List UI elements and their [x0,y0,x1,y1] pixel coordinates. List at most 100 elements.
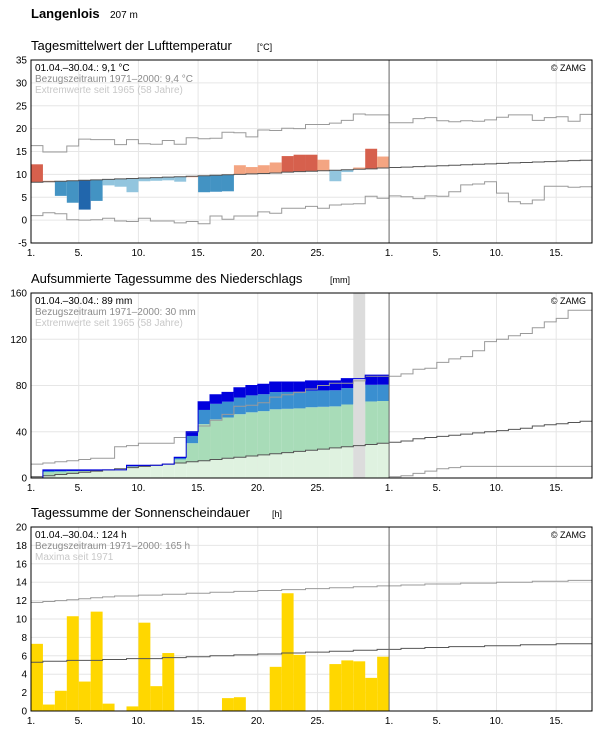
sunshine-bar [353,661,366,711]
y-tick-label: 0 [21,707,27,718]
precip-excess-mid [210,403,222,420]
legend-entry: Maxima seit 1971 [35,552,114,563]
precip-normal-fill [305,450,318,478]
temperature-bar [150,177,163,181]
legend-entry: Bezugszeitraum 1971–2000: 30 mm [35,307,196,318]
precip-excess-top [293,382,306,392]
sunshine-bar [269,666,282,711]
station-name: Langenlois [31,6,100,21]
sunshine-bar [42,704,55,711]
x-tick-label: 10. [490,248,504,259]
precip-fill [102,469,115,478]
precip-normal-fill [233,457,246,478]
y-tick-label: 2 [21,688,27,699]
temperature-bar [293,154,306,172]
temperature-bar [114,178,127,187]
x-tick-label: 15. [191,248,205,259]
precip-excess-top [186,431,199,436]
y-tick-label: 0 [21,474,27,485]
legend-entry: 01.04.–30.04.: 89 mm [35,296,132,307]
x-tick-label: 10. [490,716,504,727]
precip-excess-green [126,466,139,468]
x-tick-label: 5. [75,483,83,494]
x-tick-label: 25. [311,248,325,259]
temperature-unit: [°C] [257,42,272,52]
legend-entry: 01.04.–30.04.: 124 h [35,530,127,541]
temperature-bar [31,164,43,183]
temperature-bar [126,178,139,193]
y-tick-label: 25 [16,101,28,112]
precip-excess-top [245,385,258,396]
sunshine-panel: Tagessumme der Sonnenscheindauer [h] 0 2 4… [16,505,593,727]
temperature-bar [281,156,294,173]
y-tick-label: 80 [16,381,28,392]
precip-excess-mid [305,390,318,408]
temperature-bar [353,167,366,170]
precip-excess-green [377,401,390,444]
temperature-bar [138,178,151,182]
sunshine-bar [90,611,103,711]
y-tick-label: 4 [21,670,27,681]
temperature-title: Tagesmittelwert der Lufttemperatur [31,38,233,53]
precip-excess-mid [281,391,294,409]
x-tick-label: 5. [75,716,83,727]
x-tick-label: 10. [131,248,145,259]
precip-excess-green [317,406,330,450]
temperature-bar [245,167,258,174]
precip-excess-green [42,472,55,476]
y-tick-label: 6 [21,651,27,662]
y-tick-label: 10 [16,170,28,181]
sunshine-bar [377,656,390,711]
x-tick-label: 10. [490,483,504,494]
temperature-min-extreme-line [31,181,592,225]
sunshine-bar [221,698,234,711]
sunshine-bar [365,677,378,711]
precip-excess-top [66,469,79,471]
temperature-bar [102,179,115,186]
temperature-bar [54,181,67,196]
x-tick-label: 1. [27,248,35,259]
sunshine-bar [281,593,294,711]
precip-normal-fill [42,475,55,478]
y-tick-label: 160 [10,289,27,300]
precip-excess-green [293,408,306,452]
station-elevation: 207 m [110,10,138,21]
x-tick-label: 25. [311,483,325,494]
precip-normal-fill [90,471,103,478]
plot-frame [30,526,593,712]
x-tick-label: 1. [385,716,393,727]
precip-fill [162,464,175,478]
x-tick-label: 1. [385,248,393,259]
x-tick-label: 1. [27,716,35,727]
sunshine-bar [126,706,139,711]
precip-normal-fill [210,459,222,478]
precip-excess-mid [317,390,330,407]
y-tick-label: 14 [16,578,28,589]
precip-excess-top [210,394,222,404]
precip-excess-green [54,471,67,475]
y-tick-label: 20 [16,124,28,135]
temperature-bar [377,156,390,168]
x-tick-label: 5. [75,248,83,259]
y-tick-label: 40 [16,427,28,438]
y-tick-label: 16 [16,559,28,570]
precip-excess-green [221,417,234,459]
sunshine-bar [66,616,79,711]
x-tick-label: 20. [251,716,265,727]
precip-excess-green [186,443,199,462]
y-tick-label: 30 [16,78,28,89]
precip-normal-fill [329,447,342,478]
precip-normal-fill [174,462,187,478]
precip-fill [114,469,127,478]
precip-normal-fill [66,473,79,478]
precip-excess-green [341,404,354,447]
x-tick-label: 20. [251,483,265,494]
precip-excess-top [377,375,390,385]
precip-normal-fill [245,456,258,478]
precip-normal-fill [281,452,294,478]
temperature-bar [341,169,354,173]
temperature-bar [162,177,175,181]
temperature-bar [221,174,234,192]
x-tick-label: 20. [251,248,265,259]
